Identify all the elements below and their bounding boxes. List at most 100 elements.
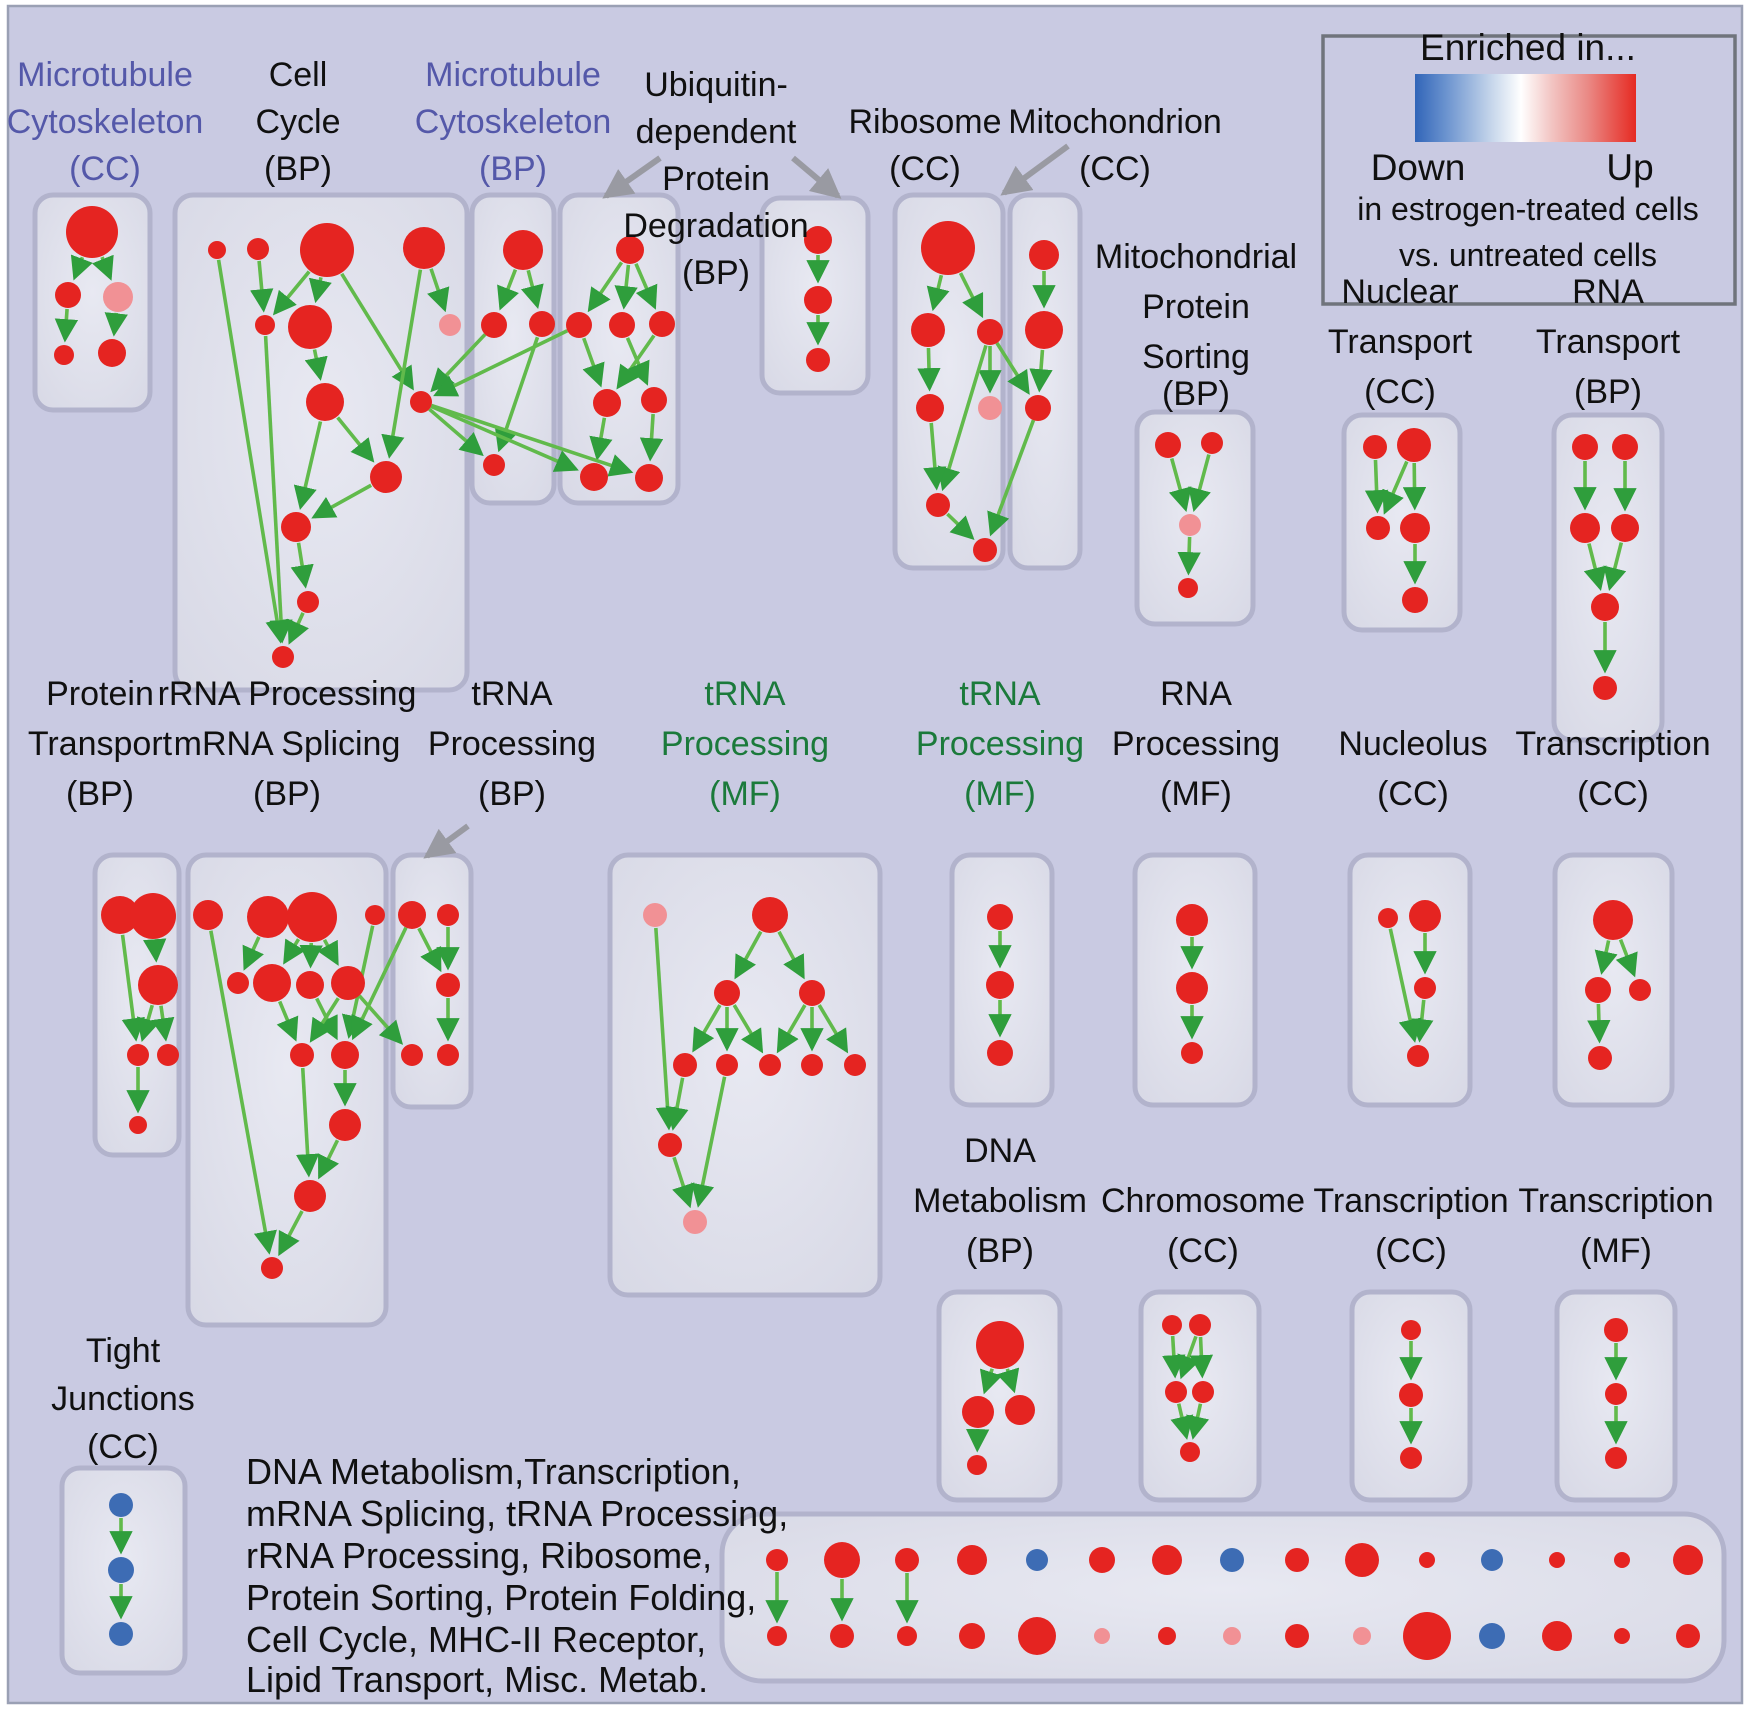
edge-transcription-cc-mid	[1594, 940, 1618, 975]
label-rrna-mrna-bp: mRNA Splicing	[174, 725, 401, 763]
go-term-node-ribosome-cc-2	[977, 319, 1003, 345]
edge-microtubule-cc	[91, 254, 114, 281]
go-term-node-misc-metabolism-7	[1220, 1548, 1244, 1572]
label-microtubule-cc: Cytoskeleton	[7, 103, 204, 141]
label-mito-sorting-bp: Sorting	[1142, 338, 1250, 376]
go-term-node-nuclear-transport-cc-4	[1402, 587, 1428, 613]
go-term-node-misc-metabolism-22	[1223, 1627, 1241, 1645]
go-term-node-mitochondrion-cc-2	[1025, 395, 1051, 421]
label-rna-processing-mf: (MF)	[1160, 775, 1232, 813]
misc-terms-text: Protein Sorting, Protein Folding,	[246, 1577, 756, 1618]
go-term-node-tight-junctions-cc-1	[108, 1557, 134, 1583]
legend-subtitle-2: vs. untreated cells	[1399, 237, 1657, 273]
go-term-node-transcription-mf-1	[1605, 1383, 1627, 1405]
label-ubiquitin-bp: dependent	[636, 113, 797, 151]
go-term-node-microtubule-cc-4	[98, 339, 126, 367]
label-mitochondrion-cc: (CC)	[1079, 150, 1151, 188]
go-term-node-rna-transport-bp-3	[1611, 514, 1639, 542]
label-mito-sorting-bp: Mitochondrial	[1095, 238, 1297, 276]
edge-mito-sorting-bp	[1188, 454, 1211, 512]
cross-cluster-edge	[430, 403, 634, 477]
go-term-node-misc-metabolism-24	[1353, 1627, 1371, 1645]
label-transcription-mf: Transcription	[1518, 1182, 1713, 1220]
misc-terms-text: Cell Cycle, MHC-II Receptor,	[246, 1619, 706, 1660]
edge-cell-cycle-bp	[263, 335, 293, 644]
go-term-node-cell-cycle-bp-6	[439, 314, 461, 336]
edge-cell-cycle-bp	[293, 421, 323, 510]
go-term-node-nucleolus-cc-3	[1407, 1045, 1429, 1067]
label-microtubule-bp: Microtubule	[425, 56, 601, 94]
label-cell-cycle-bp: Cycle	[255, 103, 340, 141]
label-dna-metabolism-bp: Metabolism	[913, 1182, 1087, 1220]
edge-cell-cycle-bp	[290, 542, 314, 589]
go-term-node-misc-metabolism-25	[1403, 1612, 1451, 1660]
edge-rrna-mrna-bp	[242, 936, 264, 971]
go-term-node-misc-metabolism-27	[1542, 1621, 1572, 1651]
go-term-node-misc-metabolism-2	[895, 1548, 919, 1572]
go-term-node-cell-cycle-bp-9	[370, 461, 402, 493]
go-term-node-trna-processing-bp-2	[436, 973, 460, 997]
edge-trna-processing-mf-1	[691, 1076, 727, 1208]
go-term-node-misc-metabolism-28	[1614, 1628, 1630, 1644]
edge-chromosome-cc	[1170, 1403, 1194, 1440]
go-term-node-transcription-mf-0	[1604, 1318, 1628, 1342]
edge-ubiquitin-bp	[582, 337, 605, 388]
edge-ubiquitin-bp	[639, 413, 664, 462]
label-trna-processing-mf-1: (MF)	[709, 775, 781, 813]
go-term-node-rrna-mrna-bp-9	[331, 1041, 359, 1069]
label-ribosome-cc: (CC)	[889, 150, 961, 188]
go-term-node-trna-processing-mf-1-6	[759, 1054, 781, 1076]
go-term-node-ubiquitin-bp-5	[641, 387, 667, 413]
label-microtubule-bp: (BP)	[479, 150, 547, 188]
go-term-node-ribosome-cc-0	[921, 221, 975, 275]
label-cell-cycle-bp: (BP)	[264, 150, 332, 188]
edge-rrna-mrna-bp	[278, 1210, 304, 1257]
edge-ubiquitin-bp	[589, 417, 613, 461]
edge-mito-sorting-bp	[1168, 458, 1192, 512]
label-nucleolus-cc: Nucleolus	[1338, 725, 1487, 763]
go-term-node-misc-metabolism-1	[824, 1542, 860, 1578]
go-term-node-rrna-mrna-bp-4	[227, 972, 249, 994]
go-term-node-dna-metabolism-bp-1	[962, 1396, 994, 1428]
go-term-node-rna-transport-bp-2	[1570, 513, 1600, 543]
edge-trna-processing-bp	[417, 927, 442, 973]
go-term-node-rrna-mrna-bp-1	[247, 896, 289, 938]
label-ubiquitin-bp: Ubiquitin-	[644, 66, 788, 104]
go-term-node-chromosome-cc-4	[1180, 1442, 1200, 1462]
go-term-node-rrna-mrna-bp-0	[193, 900, 223, 930]
go-term-node-cell-cycle-bp-8	[410, 391, 432, 413]
go-term-node-misc-metabolism-29	[1676, 1624, 1700, 1648]
edge-ribosome-cc	[946, 512, 975, 540]
go-term-node-misc-metabolism-19	[1018, 1617, 1056, 1655]
edge-cell-cycle-bp	[311, 483, 373, 519]
go-term-node-mito-sorting-bp-1	[1201, 432, 1223, 454]
edge-rrna-mrna-bp	[309, 997, 340, 1043]
go-term-node-trna-processing-mf-1-9	[658, 1133, 682, 1157]
label-microtubule-bp: Cytoskeleton	[415, 103, 612, 141]
go-term-node-transcription-cc-mid-1	[1585, 977, 1611, 1003]
edge-microtubule-cc	[54, 308, 79, 343]
edge-trna-processing-mf-1	[777, 930, 805, 980]
label-chromosome-cc: (CC)	[1167, 1232, 1239, 1270]
go-term-node-tight-junctions-cc-2	[109, 1622, 133, 1646]
edge-cell-cycle-bp	[272, 270, 311, 316]
go-term-node-rna-processing-mf-1	[1176, 972, 1208, 1004]
label-mito-sorting-bp: (BP)	[1162, 375, 1230, 413]
edge-ubiquitin-bp	[634, 263, 658, 310]
edge-nucleolus-cc	[1388, 928, 1422, 1043]
cross-cluster-edge	[357, 994, 404, 1045]
label-mito-sorting-bp: Protein	[1142, 288, 1250, 326]
edge-ribosome-cc	[926, 274, 950, 312]
label-transcription-cc-mid: (CC)	[1577, 775, 1649, 813]
go-term-node-rna-transport-bp-5	[1593, 676, 1617, 700]
legend-title: Enriched in...	[1420, 27, 1636, 68]
edge-protein-transport-bp	[120, 934, 145, 1042]
go-term-node-microtubule-cc-1	[55, 282, 81, 308]
go-term-node-cell-cycle-bp-10	[281, 512, 311, 542]
go-term-node-rrna-mrna-bp-5	[253, 964, 291, 1002]
label-trna-processing-mf-1: tRNA	[704, 675, 786, 713]
go-term-node-misc-metabolism-3	[957, 1545, 987, 1575]
edge-trna-processing-mf-1	[654, 927, 680, 1131]
go-term-node-misc-metabolism-4	[1026, 1549, 1048, 1571]
